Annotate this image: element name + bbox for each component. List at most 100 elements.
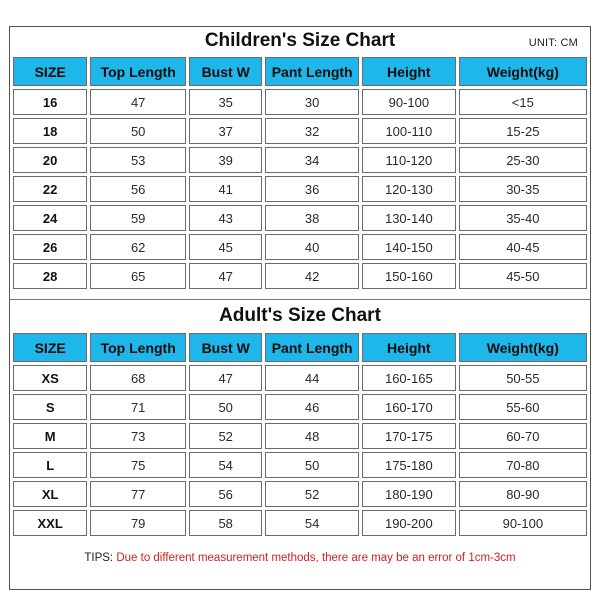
cell-size: XL [13,481,88,507]
cell-weight: 45-50 [458,263,587,289]
column-header-top-length: Top Length [90,57,187,86]
column-header-bust-width: Bust W [189,333,263,362]
table-row: XS 68 47 44 160-165 50-55 [13,365,587,391]
cell-height: 160-170 [362,394,456,420]
cell-bust-width: 35 [189,89,263,115]
column-header-top-length: Top Length [90,333,187,362]
cell-bust-width: 47 [189,365,263,391]
table-row: 26 62 45 40 140-150 40-45 [13,234,587,260]
cell-weight: 25-30 [458,147,587,173]
cell-height: 90-100 [362,89,456,115]
cell-pant-length: 42 [265,263,359,289]
cell-pant-length: 40 [265,234,359,260]
table-row: M 73 52 48 170-175 60-70 [13,423,587,449]
cell-top-length: 79 [90,510,187,536]
children-chart-title: Children's Size Chart [204,30,396,51]
children-size-table: SIZE Top Length Bust W Pant Length Heigh… [10,54,590,292]
table-row: XXL 79 58 54 190-200 90-100 [13,510,587,536]
cell-size: 28 [13,263,88,289]
cell-pant-length: 32 [265,118,359,144]
column-header-weight: Weight(kg) [458,57,587,86]
cell-top-length: 62 [90,234,187,260]
column-header-height: Height [362,57,456,86]
cell-pant-length: 30 [265,89,359,115]
cell-height: 175-180 [362,452,456,478]
cell-bust-width: 52 [189,423,263,449]
table-row: 20 53 39 34 110-120 25-30 [13,147,587,173]
cell-bust-width: 58 [189,510,263,536]
cell-size: XXL [13,510,88,536]
cell-top-length: 75 [90,452,187,478]
column-header-pant-length: Pant Length [265,57,359,86]
cell-weight: 30-35 [458,176,587,202]
column-header-size: SIZE [13,57,88,86]
cell-size: S [13,394,88,420]
table-row: L 75 54 50 175-180 70-80 [13,452,587,478]
cell-pant-length: 38 [265,205,359,231]
table-row: 22 56 41 36 120-130 30-35 [13,176,587,202]
children-header-row: SIZE Top Length Bust W Pant Length Heigh… [13,57,587,86]
cell-pant-length: 36 [265,176,359,202]
cell-top-length: 65 [90,263,187,289]
measurement-tip: TIPS: Due to different measurement metho… [9,552,591,564]
cell-weight: <15 [458,89,587,115]
column-header-weight: Weight(kg) [458,333,587,362]
column-header-size: SIZE [13,333,88,362]
unit-label: UNIT: CM [528,37,578,49]
cell-weight: 40-45 [458,234,587,260]
cell-bust-width: 37 [189,118,263,144]
cell-bust-width: 45 [189,234,263,260]
cell-height: 190-200 [362,510,456,536]
cell-pant-length: 44 [265,365,359,391]
cell-size: 22 [13,176,88,202]
cell-size: L [13,452,88,478]
cell-height: 180-190 [362,481,456,507]
cell-top-length: 50 [90,118,187,144]
cell-pant-length: 50 [265,452,359,478]
table-row: S 71 50 46 160-170 55-60 [13,394,587,420]
cell-bust-width: 50 [189,394,263,420]
cell-weight: 60-70 [458,423,587,449]
cell-top-length: 53 [90,147,187,173]
cell-weight: 80-90 [458,481,587,507]
cell-height: 130-140 [362,205,456,231]
cell-size: 18 [13,118,88,144]
column-header-height: Height [362,333,456,362]
adult-size-table: SIZE Top Length Bust W Pant Length Heigh… [10,330,590,539]
tips-text: Due to different measurement methods, th… [116,552,516,564]
cell-size: M [13,423,88,449]
cell-bust-width: 54 [189,452,263,478]
cell-top-length: 77 [90,481,187,507]
cell-size: 16 [13,89,88,115]
cell-top-length: 73 [90,423,187,449]
cell-bust-width: 43 [189,205,263,231]
cell-top-length: 71 [90,394,187,420]
cell-size: 20 [13,147,88,173]
cell-top-length: 59 [90,205,187,231]
adult-header-row: SIZE Top Length Bust W Pant Length Heigh… [13,333,587,362]
cell-top-length: 56 [90,176,187,202]
cell-bust-width: 41 [189,176,263,202]
cell-bust-width: 47 [189,263,263,289]
cell-size: 26 [13,234,88,260]
cell-pant-length: 52 [265,481,359,507]
table-row: 18 50 37 32 100-110 15-25 [13,118,587,144]
cell-size: XS [13,365,88,391]
tips-label: TIPS: [84,552,117,564]
table-row: XL 77 56 52 180-190 80-90 [13,481,587,507]
cell-pant-length: 34 [265,147,359,173]
cell-bust-width: 56 [189,481,263,507]
table-row: 28 65 47 42 150-160 45-50 [13,263,587,289]
cell-weight: 35-40 [458,205,587,231]
cell-top-length: 47 [90,89,187,115]
cell-pant-length: 54 [265,510,359,536]
cell-height: 160-165 [362,365,456,391]
cell-height: 140-150 [362,234,456,260]
cell-height: 150-160 [362,263,456,289]
cell-weight: 90-100 [458,510,587,536]
column-header-pant-length: Pant Length [265,333,359,362]
cell-height: 100-110 [362,118,456,144]
size-chart-frame [9,26,591,590]
section-divider [9,299,591,300]
column-header-bust-width: Bust W [189,57,263,86]
